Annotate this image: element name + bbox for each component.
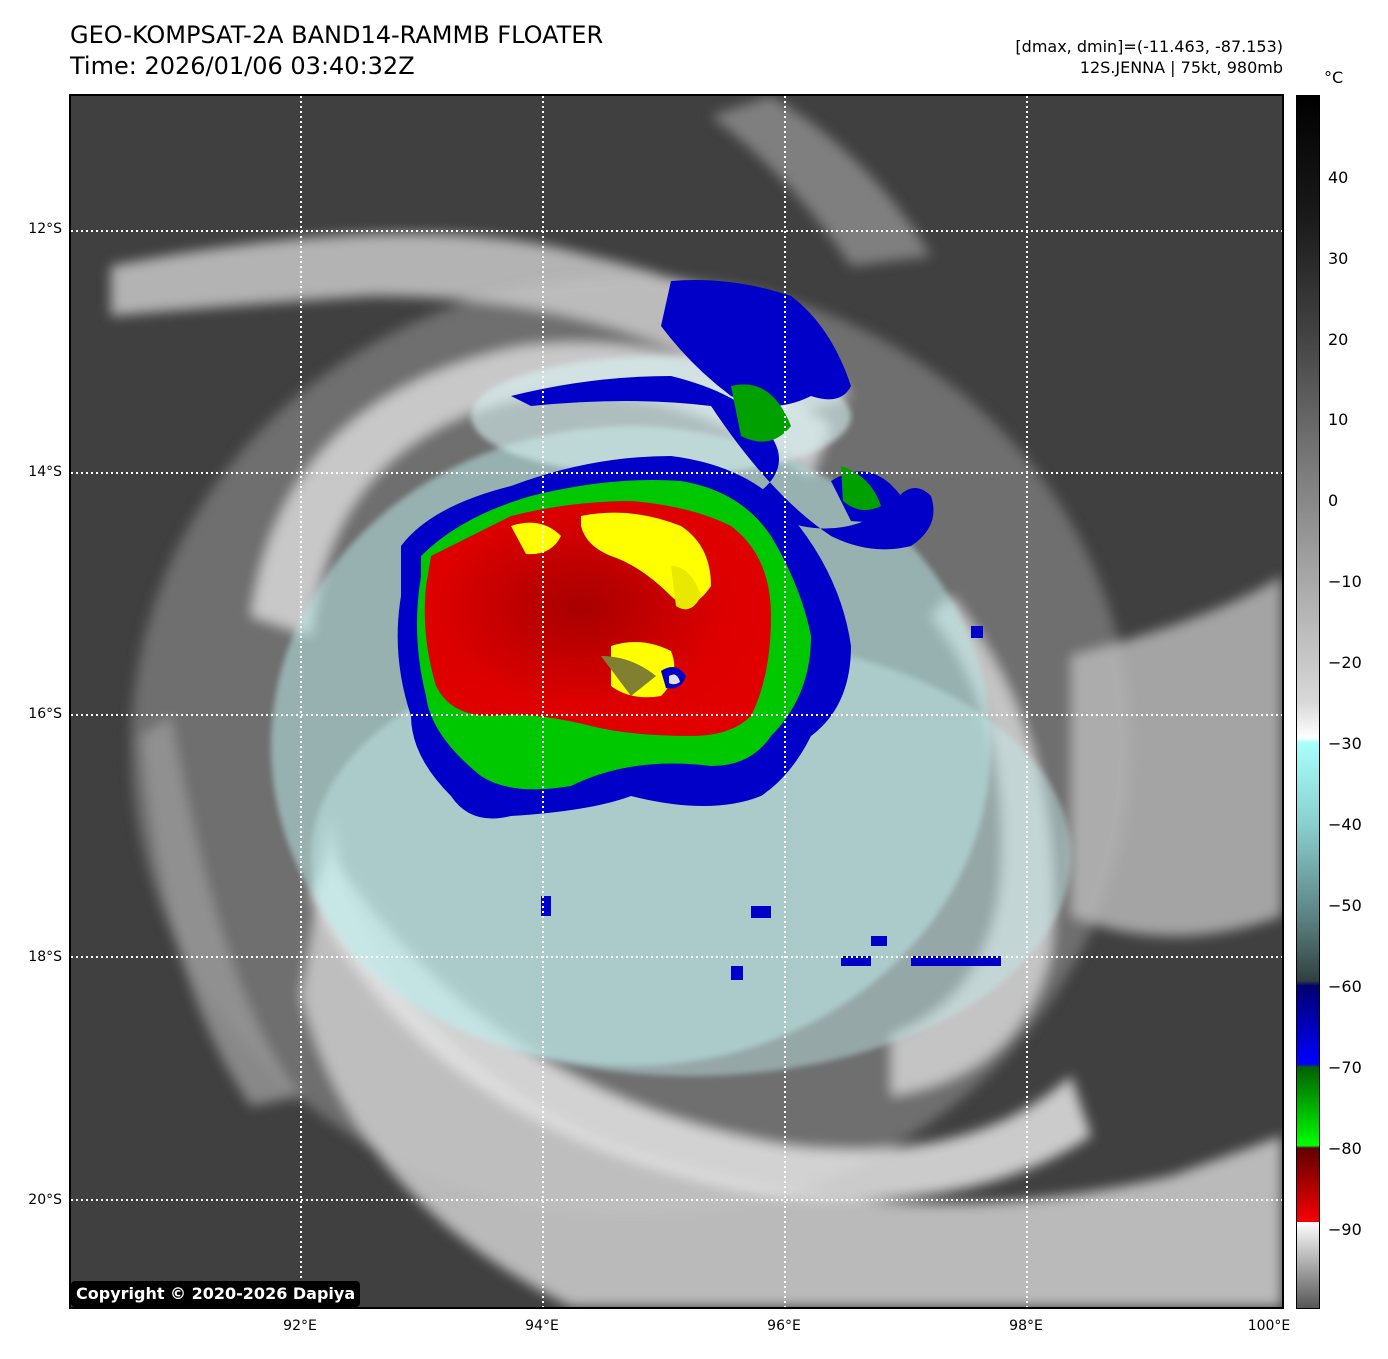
colorbar-tick-m60: −60	[1328, 977, 1362, 996]
colorbar-tick-0: 0	[1328, 491, 1339, 510]
colorbar-tick-m10: −10	[1328, 572, 1362, 591]
satellite-imagery	[71, 96, 1282, 1307]
colorbar-tick-30: 30	[1328, 249, 1349, 268]
time-label: Time: 2026/01/06 03:40:32Z	[70, 52, 415, 80]
chart-title: GEO-KOMPSAT-2A BAND14-RAMMB FLOATER	[70, 21, 604, 49]
colorbar-tick-m90: −90	[1328, 1220, 1362, 1239]
colorbar-tick-m30: −30	[1328, 734, 1362, 753]
lon-label-94e: 94°E	[525, 1318, 559, 1334]
colorbar	[1296, 95, 1320, 1309]
colorbar-tick-m40: −40	[1328, 815, 1362, 834]
lon-label-100e: 100°E	[1247, 1318, 1291, 1334]
lat-label-12s: 12°S	[28, 221, 62, 237]
colorbar-tick-m50: −50	[1328, 896, 1362, 915]
colorbar-tick-m80: −80	[1328, 1139, 1362, 1158]
satellite-map	[69, 94, 1284, 1309]
lat-label-18s: 18°S	[28, 949, 62, 965]
lat-label-20s: 20°S	[28, 1192, 62, 1208]
lon-label-92e: 92°E	[283, 1318, 317, 1334]
gridlines	[71, 96, 1282, 1307]
colorbar-tick-20: 20	[1328, 330, 1349, 349]
colorbar-tick-40: 40	[1328, 168, 1349, 187]
colorbar-low-segment	[1296, 1222, 1320, 1309]
copyright-label: Copyright © 2020-2026 Dapiya	[71, 1281, 361, 1307]
dmax-dmin-label: [dmax, dmin]=(-11.463, -87.153)	[1015, 37, 1283, 56]
lon-label-98e: 98°E	[1009, 1318, 1043, 1334]
colorbar-unit: °C	[1324, 68, 1344, 87]
lat-label-16s: 16°S	[28, 706, 62, 722]
storm-info-label: 12S.JENNA | 75kt, 980mb	[1079, 58, 1283, 77]
colorbar-tick-10: 10	[1328, 410, 1349, 429]
colorbar-tick-m70: −70	[1328, 1058, 1362, 1077]
lon-label-96e: 96°E	[767, 1318, 801, 1334]
colorbar-tick-m20: −20	[1328, 653, 1362, 672]
lat-label-14s: 14°S	[28, 464, 62, 480]
